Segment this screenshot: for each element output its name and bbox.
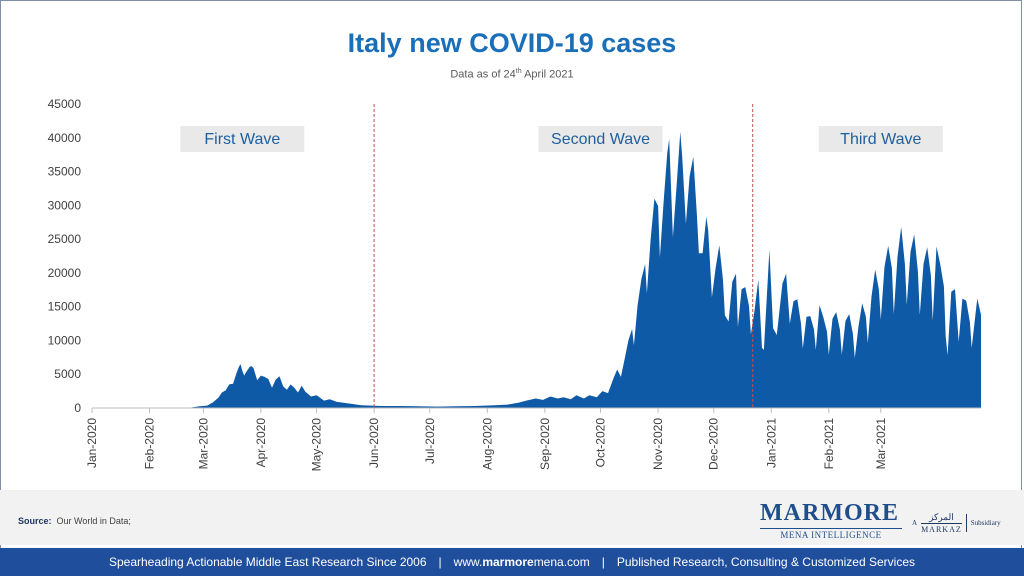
source-text: Our World in Data; [56, 516, 131, 526]
x-tick-label: Mar-2020 [196, 418, 210, 470]
markaz-prefix: A [912, 519, 918, 527]
chart-title: Italy new COVID-19 cases [347, 28, 677, 58]
tagline: Spearheading Actionable Middle East Rese… [108, 555, 427, 569]
y-tick-label: 25000 [48, 232, 82, 246]
markaz-suffix: Subsidiary [970, 519, 1001, 527]
x-tick-label: Mar-2021 [874, 418, 888, 470]
x-tick-label: Aug-2020 [480, 418, 494, 470]
wave-label-box [180, 126, 305, 152]
url-brand: marmore [482, 555, 534, 569]
markaz-arabic: المركز [929, 512, 954, 522]
y-tick-label: 20000 [48, 266, 82, 280]
x-tick-label: Dec-2020 [707, 418, 721, 470]
x-tick-label: Apr-2020 [254, 418, 268, 468]
wave-label-box [818, 126, 943, 152]
x-tick-label: Jan-2021 [764, 418, 778, 468]
y-tick-label: 30000 [48, 198, 82, 212]
url-pre: www. [453, 555, 483, 569]
wave-label: First Wave [204, 131, 280, 148]
source-label: Source: [18, 516, 52, 526]
x-tick-label: Sep-2020 [538, 418, 552, 470]
x-tick-label: Jul-2020 [423, 418, 437, 464]
markaz-name: MARKAZ [921, 523, 962, 534]
bottom-bar: Spearheading Actionable Middle East Rese… [0, 548, 1024, 576]
chart-subtitle: Data as of 24th April 2021 [0, 68, 1024, 81]
x-tick-label: Jun-2020 [367, 418, 381, 468]
source-note: Source: Our World in Data; [18, 516, 131, 526]
wave-label: Third Wave [840, 131, 921, 148]
y-tick-label: 45000 [48, 97, 82, 111]
x-tick-label: Feb-2020 [143, 418, 157, 470]
y-tick-label: 35000 [48, 165, 82, 179]
y-tick-label: 15000 [48, 300, 82, 314]
marmore-logo: MARMORE MENA INTELLIGENCE [760, 500, 910, 542]
y-tick-label: 40000 [48, 131, 82, 145]
subtitle-sup: th [515, 68, 522, 75]
wave-label-box [538, 126, 663, 152]
subtitle-suffix: April 2021 [521, 68, 574, 81]
bar-separator-2: | [601, 555, 605, 569]
y-tick-label: 10000 [48, 333, 82, 347]
chart-canvas: 0 5000 10000 15000 20000 25000 30000 35000 40000… [48, 97, 981, 472]
subtitle-prefix: Data as of 24 [450, 68, 516, 81]
x-tick-label: Jan-2020 [85, 418, 99, 468]
website-link[interactable]: www.marmoremena.com [454, 555, 590, 569]
markaz-separator [965, 514, 967, 532]
cases-area [92, 131, 981, 408]
markaz-badge: A المركز MARKAZ Subsidiary [912, 512, 1001, 534]
logo-main-text: MARMORE [760, 500, 899, 526]
wave-label: Second Wave [551, 131, 650, 148]
x-tick-label: Feb-2021 [822, 418, 836, 470]
url-post: mena.com [533, 555, 590, 569]
x-tick-label: Nov-2020 [651, 418, 665, 470]
y-tick-label: 0 [74, 401, 81, 415]
services-text: Published Research, Consulting & Customi… [616, 555, 915, 569]
footer-band [0, 490, 1024, 545]
bar-separator-1: | [438, 555, 442, 569]
x-tick-label: Oct-2020 [594, 418, 608, 468]
y-tick-label: 5000 [54, 367, 81, 381]
logo-sub-text: MENA INTELLIGENCE [760, 528, 902, 540]
x-tick-label: May-2020 [310, 418, 324, 472]
